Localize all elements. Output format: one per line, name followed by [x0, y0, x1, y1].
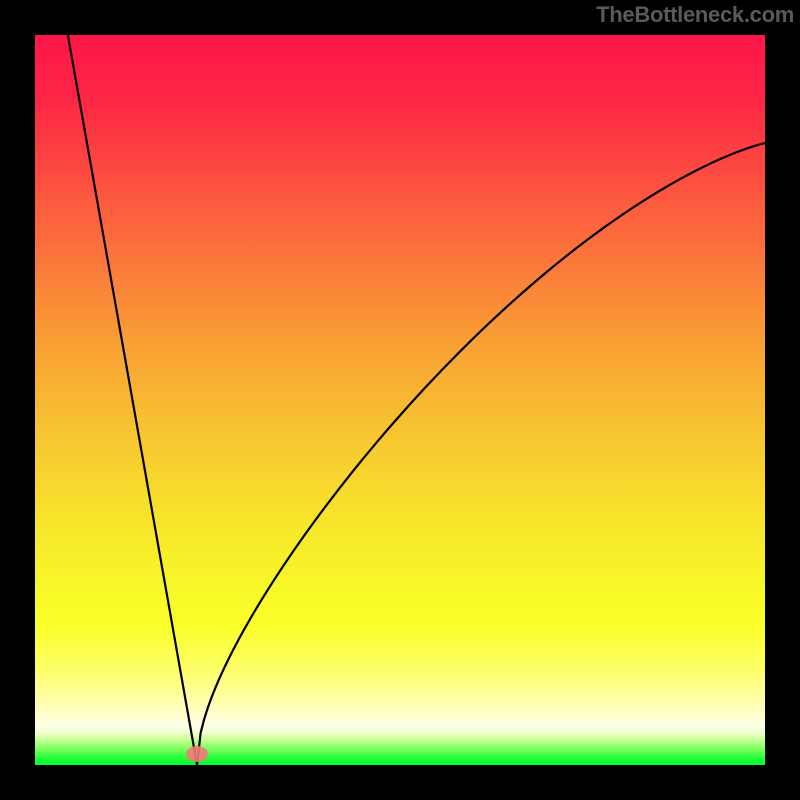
- optimal-marker: [186, 746, 208, 762]
- plot-area: [35, 35, 765, 765]
- watermark-text: TheBottleneck.com: [596, 2, 794, 28]
